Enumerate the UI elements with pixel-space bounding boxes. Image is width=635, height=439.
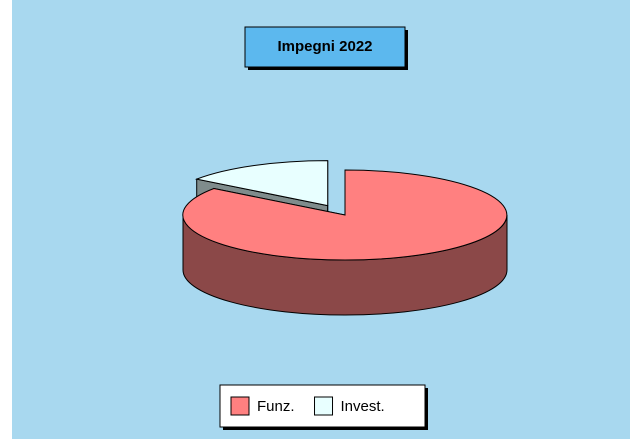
title-box xyxy=(244,26,406,68)
chart-title: Impegni 2022 xyxy=(277,38,372,55)
slice xyxy=(194,160,329,207)
legend: Funz. Invest. xyxy=(230,396,385,416)
legend-swatch xyxy=(230,396,250,416)
legend-label: Invest. xyxy=(341,398,385,415)
legend-label: Funz. xyxy=(257,398,295,415)
slice xyxy=(182,169,508,261)
legend-swatch xyxy=(314,396,334,416)
pie xyxy=(182,160,508,316)
